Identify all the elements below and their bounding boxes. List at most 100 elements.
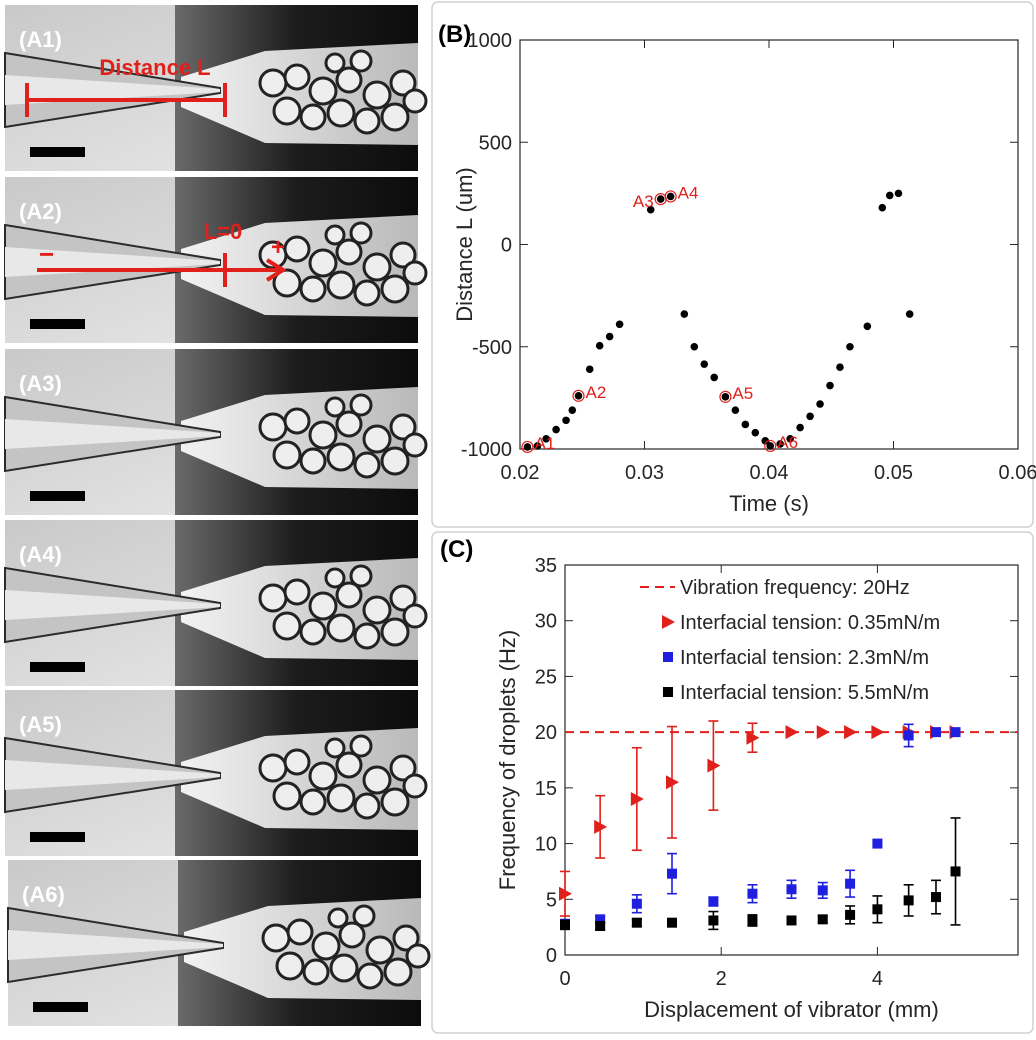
droplet [261, 923, 291, 953]
droplet [352, 904, 376, 928]
droplet [353, 107, 381, 135]
point [666, 775, 680, 790]
point [595, 921, 606, 932]
annotation: A6 [777, 433, 798, 452]
point [776, 440, 785, 448]
point [950, 727, 961, 738]
scale-bar [33, 1002, 88, 1012]
droplet [383, 957, 413, 987]
droplet [329, 953, 359, 983]
y-tick-label: 25 [535, 666, 557, 688]
y-tick-label: 1000 [468, 30, 513, 52]
droplet [327, 907, 349, 929]
droplet [299, 447, 327, 475]
point [667, 868, 678, 879]
droplet [389, 584, 417, 612]
droplet [380, 274, 410, 304]
point [741, 420, 750, 429]
scale-bar [30, 319, 85, 329]
droplet [308, 248, 338, 278]
droplet [272, 781, 302, 811]
droplet [362, 424, 392, 454]
point [690, 342, 699, 351]
droplet [338, 921, 366, 949]
micrograph: (A4) [4, 520, 428, 686]
droplet [299, 103, 327, 131]
point [863, 322, 872, 331]
droplet [349, 564, 373, 588]
droplet [299, 788, 327, 816]
droplet [299, 618, 327, 646]
droplet [405, 943, 431, 969]
point [680, 310, 689, 318]
point [585, 365, 594, 374]
point [930, 727, 941, 738]
annotation-ring [719, 390, 732, 403]
droplet [302, 958, 330, 986]
droplet [402, 88, 428, 114]
point [707, 758, 721, 773]
legend-swatch [663, 652, 673, 662]
y-tick-label: 0 [501, 235, 512, 257]
point [595, 914, 606, 925]
droplet [258, 68, 288, 98]
droplet [402, 432, 428, 458]
y-tick-label: 5 [546, 889, 557, 911]
droplet [362, 765, 392, 795]
droplet [311, 931, 341, 961]
point [796, 423, 804, 432]
droplet [389, 241, 417, 269]
droplet [324, 737, 346, 759]
legend-label: Vibration frequency: 20Hz [680, 577, 910, 599]
legend-label: Interfacial tension: 5.5mN/m [680, 682, 929, 704]
droplet [326, 783, 356, 813]
legend-swatch [663, 687, 673, 697]
y-tick-label: -500 [472, 337, 512, 359]
droplet [308, 591, 338, 621]
droplet [283, 407, 311, 435]
point [786, 884, 797, 895]
droplet [258, 583, 288, 613]
droplet [326, 442, 356, 472]
droplet [389, 69, 417, 97]
point [708, 896, 719, 907]
droplet [272, 268, 302, 298]
panel-label: (A2) [19, 199, 62, 224]
point [595, 341, 604, 350]
droplet [258, 412, 288, 442]
droplet [324, 567, 346, 589]
panel-label: (C) [440, 536, 473, 563]
droplet [353, 792, 381, 820]
point [785, 725, 799, 740]
panel-label: (A5) [19, 712, 62, 737]
point [816, 725, 830, 740]
point [871, 725, 885, 740]
point [844, 725, 858, 740]
point [560, 919, 570, 930]
droplet [335, 751, 363, 779]
point [816, 400, 824, 408]
annotation-ring [572, 389, 585, 402]
point [786, 434, 794, 443]
annotation: A3 [633, 192, 654, 211]
micrograph: (A2) L=0 − + [4, 177, 428, 343]
point [731, 406, 740, 414]
y-tick-label: 500 [479, 132, 512, 154]
y-tick-label: 15 [535, 778, 557, 800]
x-tick-label: 0.05 [874, 462, 913, 484]
legend-label: Interfacial tension: 0.35mN/m [680, 612, 940, 634]
droplet [380, 446, 410, 476]
point [708, 915, 719, 926]
droplet [380, 102, 410, 132]
point [710, 373, 719, 382]
droplet [326, 270, 356, 300]
annotation: + [271, 234, 285, 261]
point [747, 888, 758, 899]
droplet [392, 924, 420, 952]
y-tick-label: 0 [546, 945, 557, 967]
point [845, 909, 856, 920]
droplet [335, 410, 363, 438]
droplet [299, 275, 327, 303]
droplet [362, 80, 392, 110]
scale-bar [30, 491, 85, 501]
